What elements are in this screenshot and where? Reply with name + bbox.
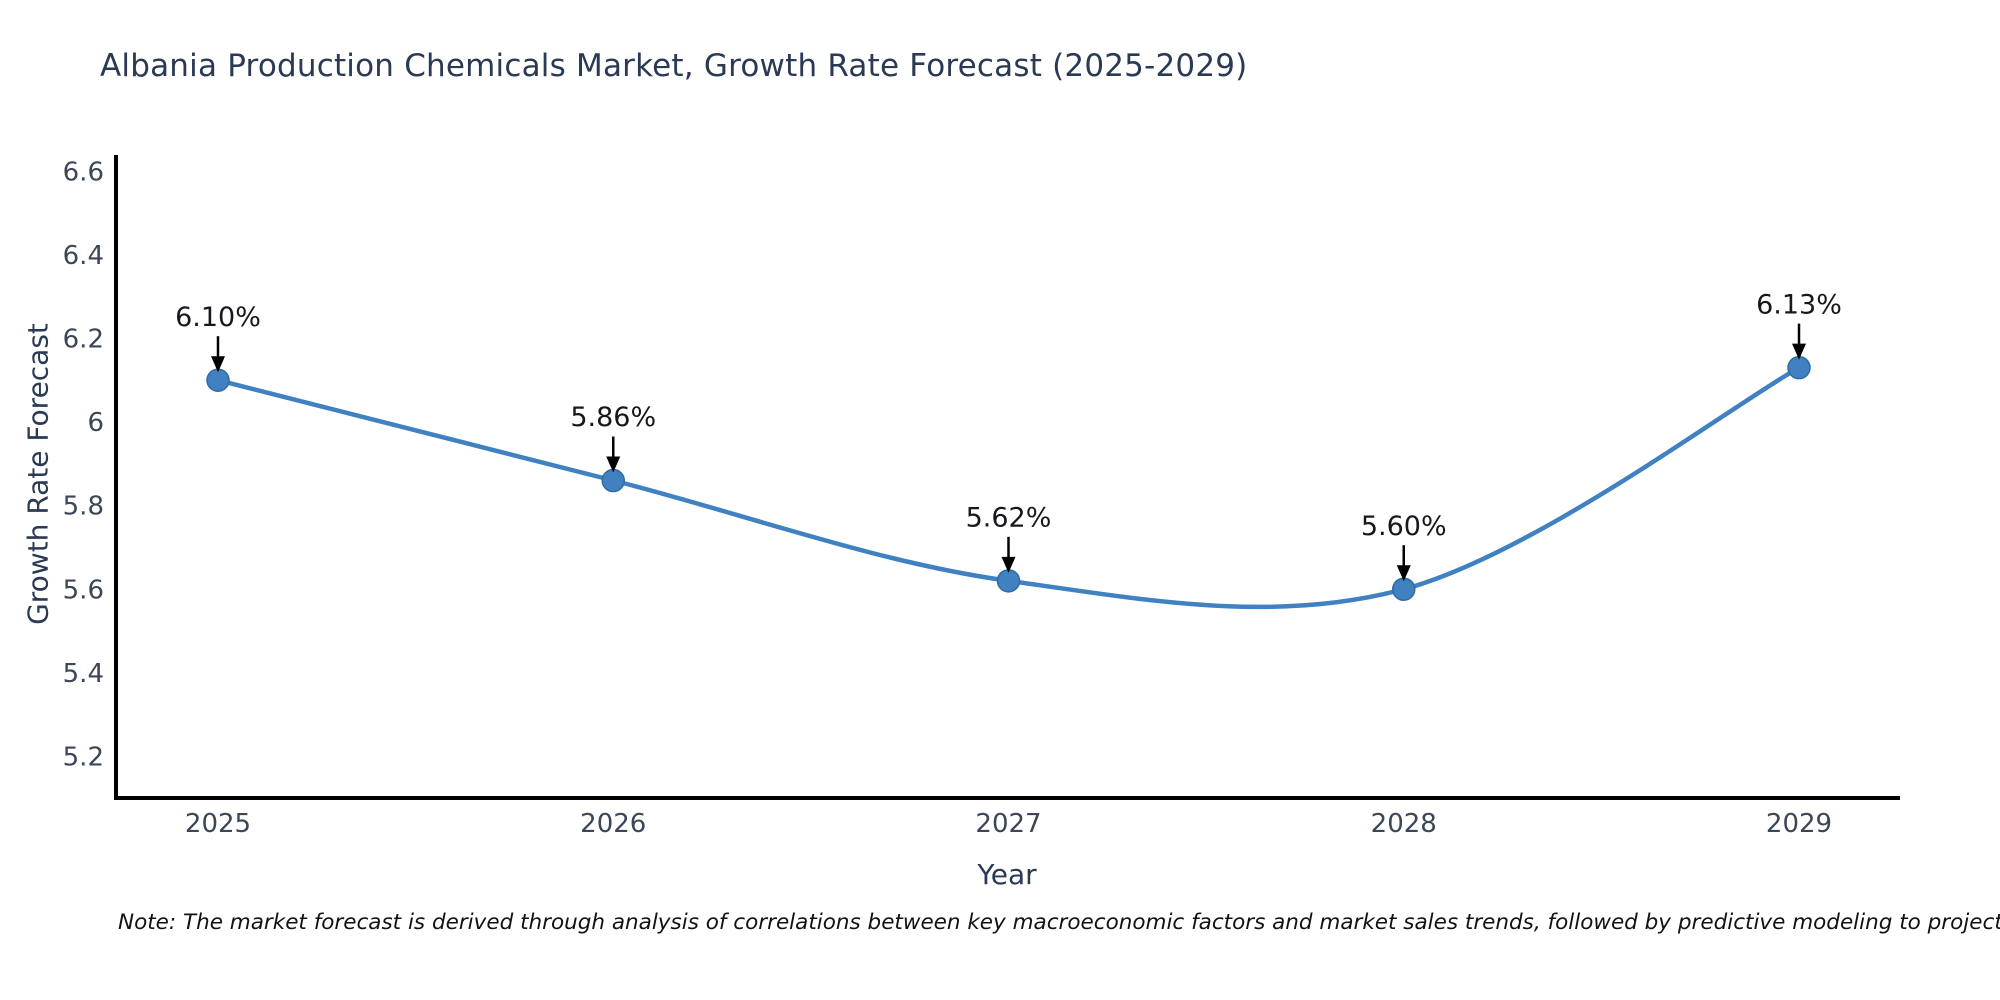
data-point-marker	[1787, 355, 1811, 380]
y-tick-label: 6.2	[63, 325, 104, 355]
x-tick-label: 2027	[975, 809, 1041, 839]
x-tick-label: 2025	[185, 809, 251, 839]
y-tick-label: 6.4	[63, 241, 104, 271]
x-tick-label: 2029	[1766, 809, 1832, 839]
data-point-marker	[206, 368, 230, 392]
chart-title: Albania Production Chemicals Market, Gro…	[100, 48, 1248, 84]
data-point-label: 6.13%	[1756, 289, 1842, 320]
y-tick-label: 5.6	[63, 575, 104, 605]
data-point-label: 5.62%	[966, 503, 1052, 534]
data-point-label: 5.86%	[570, 402, 656, 433]
annotation-arrow-head	[1001, 556, 1016, 573]
footnote: Note: The market forecast is derived thr…	[118, 910, 2000, 935]
annotation-arrow-head	[606, 456, 621, 473]
x-tick-label: 2026	[580, 809, 646, 839]
y-tick-label: 5.4	[63, 659, 104, 689]
annotation-arrow-head	[1396, 565, 1411, 582]
y-tick-label: 6.6	[63, 157, 104, 187]
y-tick-label: 5.2	[63, 743, 104, 773]
annotation-arrow-head	[211, 356, 225, 373]
y-tick-label: 6	[87, 408, 104, 438]
x-tick-label: 2028	[1371, 809, 1437, 839]
data-point-label: 5.60%	[1361, 511, 1447, 542]
data-point-marker	[1392, 577, 1416, 601]
data-point-label: 6.10%	[175, 302, 261, 333]
y-tick-label: 5.8	[63, 492, 104, 522]
data-point-marker	[601, 468, 625, 493]
x-axis-title: Year	[977, 858, 1037, 891]
data-point-marker	[996, 569, 1021, 593]
annotation-arrow-head	[1792, 343, 1806, 360]
